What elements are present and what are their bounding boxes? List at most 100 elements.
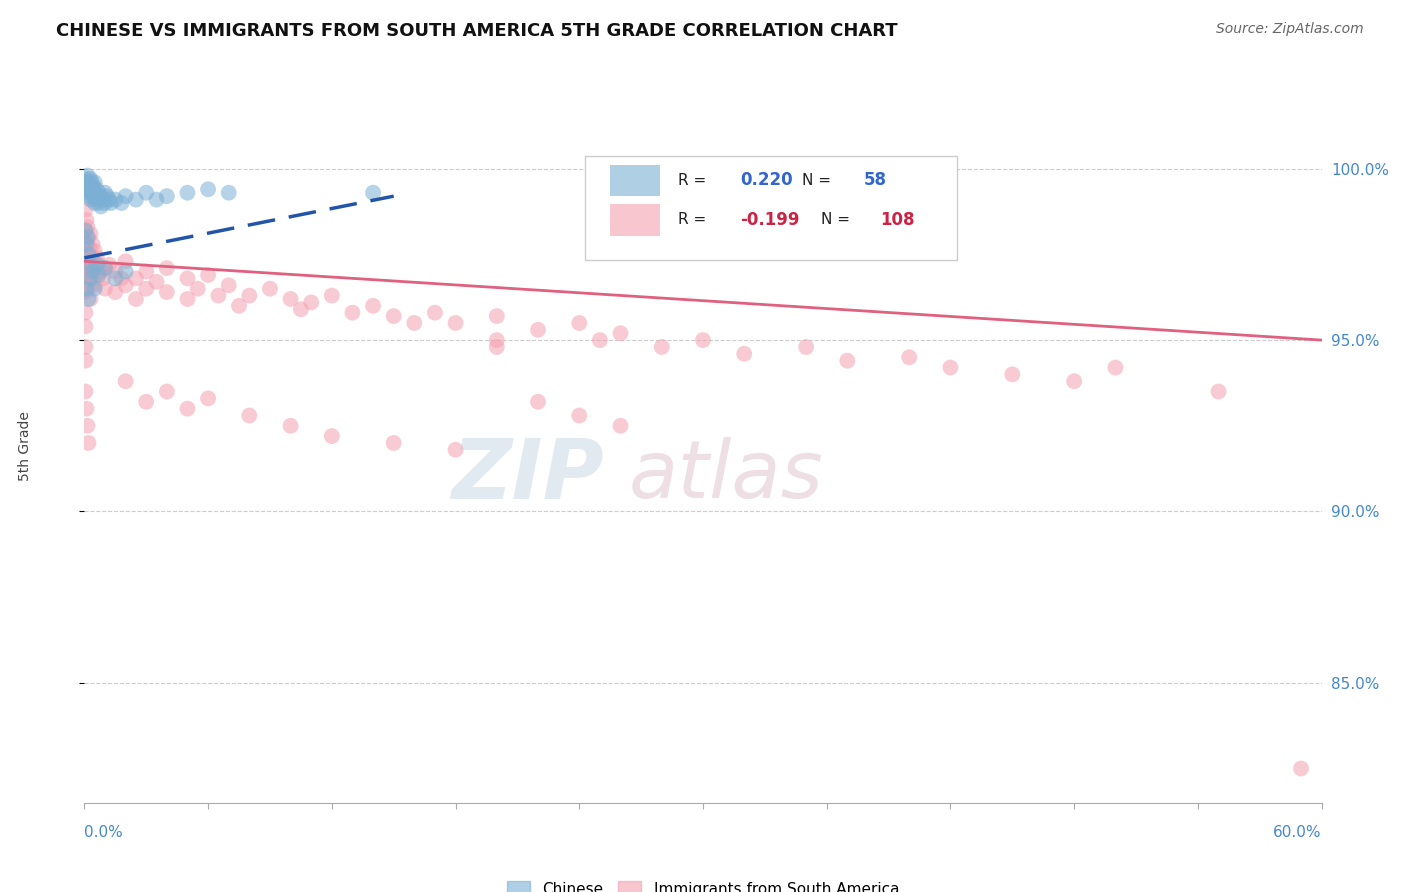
Text: 0.0%: 0.0% — [84, 825, 124, 839]
Point — [79, 189, 101, 203]
Point — [76, 258, 98, 272]
Point — [156, 285, 179, 299]
Point — [79, 172, 101, 186]
Point — [527, 323, 550, 337]
Point — [91, 193, 114, 207]
Point — [98, 258, 121, 272]
Point — [94, 196, 117, 211]
Point — [228, 299, 250, 313]
Point — [79, 247, 101, 261]
Point — [110, 196, 132, 211]
Point — [77, 186, 100, 200]
Point — [361, 299, 384, 313]
Point — [75, 340, 97, 354]
Point — [794, 340, 817, 354]
Point — [837, 353, 859, 368]
Point — [80, 176, 103, 190]
Point — [75, 258, 97, 272]
Point — [939, 360, 962, 375]
Point — [1104, 360, 1126, 375]
Point — [238, 409, 260, 423]
Point — [75, 176, 97, 190]
Text: ZIP: ZIP — [451, 435, 605, 516]
Point — [75, 247, 97, 261]
Point — [75, 237, 97, 252]
FancyBboxPatch shape — [610, 204, 659, 235]
Point — [404, 316, 426, 330]
Text: R =: R = — [678, 172, 711, 187]
Point — [83, 244, 105, 258]
Point — [733, 347, 755, 361]
Point — [187, 282, 209, 296]
Text: atlas: atlas — [628, 437, 824, 515]
Point — [423, 306, 446, 320]
Point — [321, 288, 343, 302]
Point — [135, 282, 157, 296]
Point — [83, 261, 105, 276]
Point — [94, 186, 117, 200]
Text: 0.220: 0.220 — [740, 171, 793, 189]
Text: CHINESE VS IMMIGRANTS FROM SOUTH AMERICA 5TH GRADE CORRELATION CHART: CHINESE VS IMMIGRANTS FROM SOUTH AMERICA… — [56, 22, 898, 40]
Point — [86, 268, 108, 282]
Point — [87, 186, 110, 200]
Point — [145, 275, 167, 289]
Point — [110, 271, 132, 285]
Point — [83, 182, 105, 196]
Point — [218, 278, 240, 293]
Point — [135, 264, 157, 278]
Point — [91, 271, 114, 285]
Point — [75, 271, 97, 285]
Point — [76, 169, 98, 183]
Point — [75, 234, 97, 248]
Point — [76, 219, 98, 234]
Point — [342, 306, 364, 320]
Point — [238, 288, 260, 302]
Point — [82, 189, 104, 203]
Text: 58: 58 — [863, 171, 887, 189]
Point — [197, 268, 219, 282]
Text: R =: R = — [678, 212, 711, 227]
Point — [79, 278, 101, 293]
Text: N =: N = — [801, 172, 835, 187]
Point — [86, 193, 108, 207]
Point — [90, 189, 112, 203]
Point — [568, 409, 591, 423]
Point — [75, 285, 97, 299]
Point — [609, 418, 631, 433]
Text: 60.0%: 60.0% — [1274, 825, 1322, 839]
Point — [290, 302, 312, 317]
Point — [321, 429, 343, 443]
Point — [77, 292, 100, 306]
Point — [156, 189, 179, 203]
Point — [83, 282, 105, 296]
Point — [299, 295, 322, 310]
Point — [692, 333, 714, 347]
Point — [1289, 762, 1312, 776]
Point — [87, 258, 110, 272]
Point — [82, 254, 104, 268]
Point — [125, 292, 148, 306]
Point — [82, 237, 104, 252]
Point — [83, 176, 105, 190]
Point — [145, 193, 167, 207]
Text: Source: ZipAtlas.com: Source: ZipAtlas.com — [1216, 22, 1364, 37]
Point — [77, 268, 100, 282]
Point — [1208, 384, 1230, 399]
Point — [176, 186, 198, 200]
Text: -0.199: -0.199 — [740, 211, 800, 228]
Point — [86, 182, 108, 196]
Point — [1063, 374, 1085, 388]
Text: N =: N = — [821, 212, 855, 227]
Point — [75, 306, 97, 320]
Point — [76, 178, 98, 193]
Point — [114, 189, 136, 203]
Point — [280, 418, 302, 433]
Point — [197, 182, 219, 196]
Point — [259, 282, 281, 296]
Point — [609, 326, 631, 341]
Point — [82, 264, 104, 278]
Point — [80, 186, 103, 200]
Point — [485, 333, 508, 347]
Point — [86, 251, 108, 265]
Point — [76, 244, 98, 258]
